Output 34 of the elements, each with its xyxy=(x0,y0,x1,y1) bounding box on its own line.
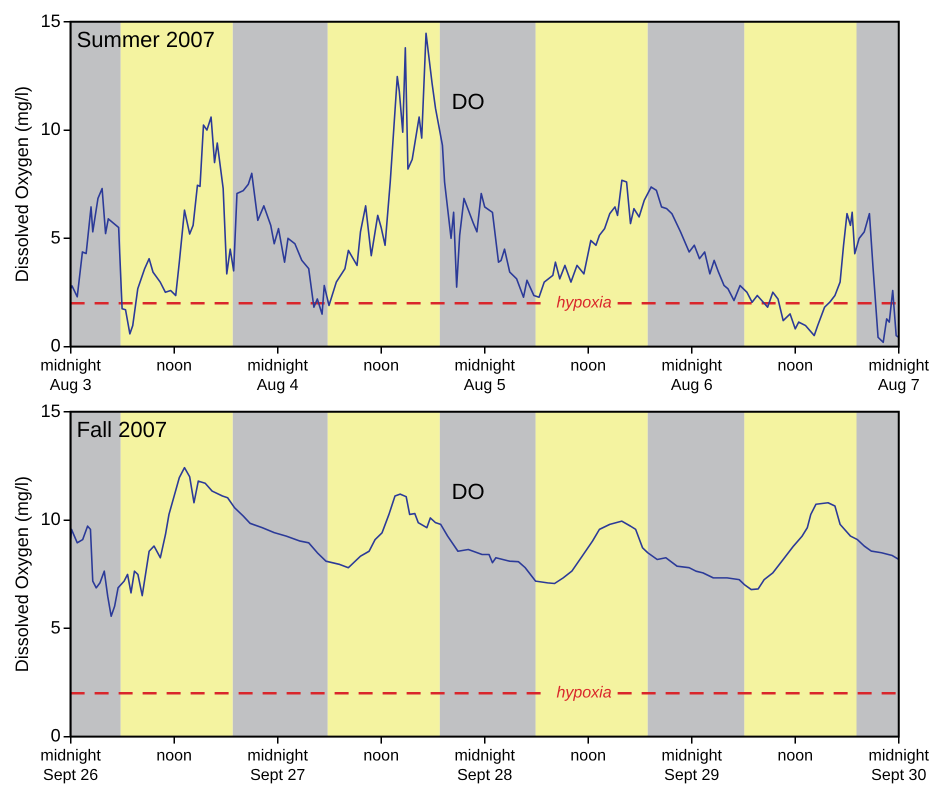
chart-title: Summer 2007 xyxy=(76,26,215,52)
x-tick-label: midnight Sept 28 xyxy=(454,748,516,784)
x-tick-label: noon xyxy=(570,358,606,375)
x-tick-label: midnight Sept 27 xyxy=(247,748,308,784)
y-tick-label: 0 xyxy=(50,336,61,356)
annotation: DO xyxy=(452,89,485,114)
ref-line-label: hypoxia xyxy=(556,684,612,702)
y-tick-label: 5 xyxy=(50,227,61,248)
x-tick-label: noon xyxy=(570,748,606,765)
y-tick-label: 10 xyxy=(40,509,61,530)
x-tick-label: noon xyxy=(156,748,192,765)
chart-title: Fall 2007 xyxy=(76,416,168,442)
y-tick-label: 5 xyxy=(50,617,61,638)
x-tick-label: midnight Sept 29 xyxy=(661,748,723,784)
x-tick-label: midnight Aug 3 xyxy=(40,358,102,394)
x-tick-label: midnight Sept 30 xyxy=(868,748,930,784)
x-tick-label: noon xyxy=(363,748,399,765)
x-tick-label: noon xyxy=(156,358,192,375)
x-tick-label: noon xyxy=(777,748,814,765)
x-tick-label: midnight Sept 26 xyxy=(40,748,102,784)
x-tick-label: noon xyxy=(363,358,399,375)
x-tick-label: midnight Aug 5 xyxy=(454,358,516,394)
y-axis-title: Dissolved Oxygen (mg/l) xyxy=(12,86,32,282)
x-tick-label: midnight Aug 7 xyxy=(868,358,930,394)
y-tick-label: 0 xyxy=(50,726,61,746)
x-tick-label: midnight Aug 6 xyxy=(661,358,723,394)
y-tick-label: 15 xyxy=(40,10,61,31)
ref-line-label: hypoxia xyxy=(556,294,612,312)
annotation: DO xyxy=(452,479,485,504)
x-tick-label: noon xyxy=(777,358,814,375)
y-tick-label: 15 xyxy=(40,400,61,421)
x-tick-label: midnight Aug 4 xyxy=(247,358,308,394)
y-tick-label: 10 xyxy=(40,119,61,140)
y-axis-title: Dissolved Oxygen (mg/l) xyxy=(12,476,32,672)
